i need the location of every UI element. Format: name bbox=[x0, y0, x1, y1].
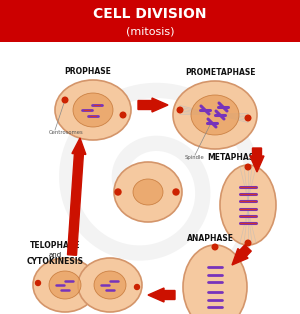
Ellipse shape bbox=[220, 165, 276, 245]
Text: and: and bbox=[48, 252, 62, 258]
Circle shape bbox=[134, 284, 140, 290]
Circle shape bbox=[245, 115, 251, 121]
Ellipse shape bbox=[55, 80, 131, 140]
Circle shape bbox=[177, 107, 183, 113]
Text: (mitosis): (mitosis) bbox=[126, 26, 174, 36]
Text: ANAPHASE: ANAPHASE bbox=[187, 234, 233, 243]
Text: PROPHASE: PROPHASE bbox=[64, 67, 111, 76]
Ellipse shape bbox=[94, 271, 126, 299]
Text: CYTOKINESIS: CYTOKINESIS bbox=[26, 257, 83, 266]
Circle shape bbox=[173, 189, 179, 195]
FancyArrow shape bbox=[138, 98, 168, 112]
Circle shape bbox=[115, 189, 121, 195]
Circle shape bbox=[245, 240, 251, 246]
Ellipse shape bbox=[191, 95, 239, 135]
Ellipse shape bbox=[114, 162, 182, 222]
Ellipse shape bbox=[183, 245, 247, 314]
Ellipse shape bbox=[173, 81, 257, 149]
Text: TELOPHASE: TELOPHASE bbox=[30, 241, 80, 250]
Ellipse shape bbox=[78, 258, 142, 312]
Ellipse shape bbox=[133, 179, 163, 205]
Ellipse shape bbox=[33, 258, 97, 312]
Text: Centrosomes: Centrosomes bbox=[49, 130, 84, 135]
Circle shape bbox=[120, 112, 126, 118]
Text: PROMETAPHASE: PROMETAPHASE bbox=[185, 68, 255, 77]
Circle shape bbox=[212, 244, 218, 250]
Ellipse shape bbox=[73, 93, 113, 127]
FancyArrow shape bbox=[250, 148, 264, 172]
FancyArrow shape bbox=[148, 288, 175, 302]
Bar bbox=[0, 0, 300, 42]
Circle shape bbox=[62, 97, 68, 103]
FancyArrow shape bbox=[232, 245, 251, 265]
Circle shape bbox=[35, 280, 40, 285]
Text: CELL DIVISION: CELL DIVISION bbox=[93, 7, 207, 21]
Text: METAPHASE: METAPHASE bbox=[207, 153, 259, 162]
Text: Spindle: Spindle bbox=[185, 155, 205, 160]
Circle shape bbox=[245, 164, 251, 170]
Ellipse shape bbox=[49, 271, 81, 299]
FancyArrow shape bbox=[68, 138, 86, 255]
